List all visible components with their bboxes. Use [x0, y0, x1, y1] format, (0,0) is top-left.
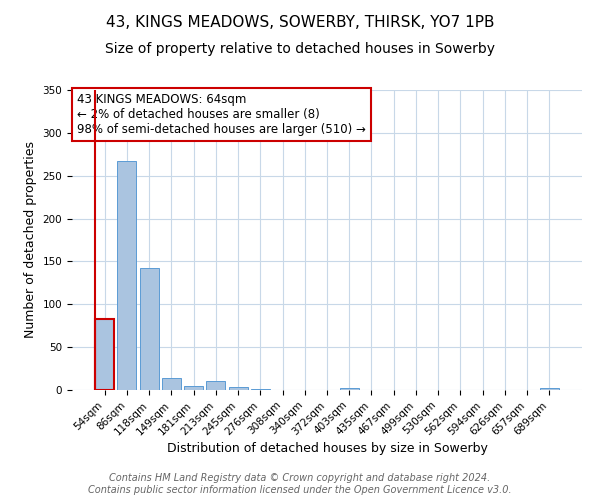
Bar — [540, 388, 559, 390]
Bar — [251, 389, 270, 390]
X-axis label: Distribution of detached houses by size in Sowerby: Distribution of detached houses by size … — [167, 442, 487, 455]
Bar — [95, 319, 114, 390]
Text: 43, KINGS MEADOWS, SOWERBY, THIRSK, YO7 1PB: 43, KINGS MEADOWS, SOWERBY, THIRSK, YO7 … — [106, 15, 494, 30]
Bar — [206, 382, 225, 390]
Bar — [340, 388, 359, 390]
Bar — [229, 388, 248, 390]
Bar — [162, 378, 181, 390]
Text: Contains HM Land Registry data © Crown copyright and database right 2024.
Contai: Contains HM Land Registry data © Crown c… — [88, 474, 512, 495]
Y-axis label: Number of detached properties: Number of detached properties — [24, 142, 37, 338]
Bar — [140, 268, 158, 390]
Text: Size of property relative to detached houses in Sowerby: Size of property relative to detached ho… — [105, 42, 495, 56]
Bar — [118, 161, 136, 390]
Bar — [184, 386, 203, 390]
Text: 43 KINGS MEADOWS: 64sqm
← 2% of detached houses are smaller (8)
98% of semi-deta: 43 KINGS MEADOWS: 64sqm ← 2% of detached… — [77, 93, 366, 136]
